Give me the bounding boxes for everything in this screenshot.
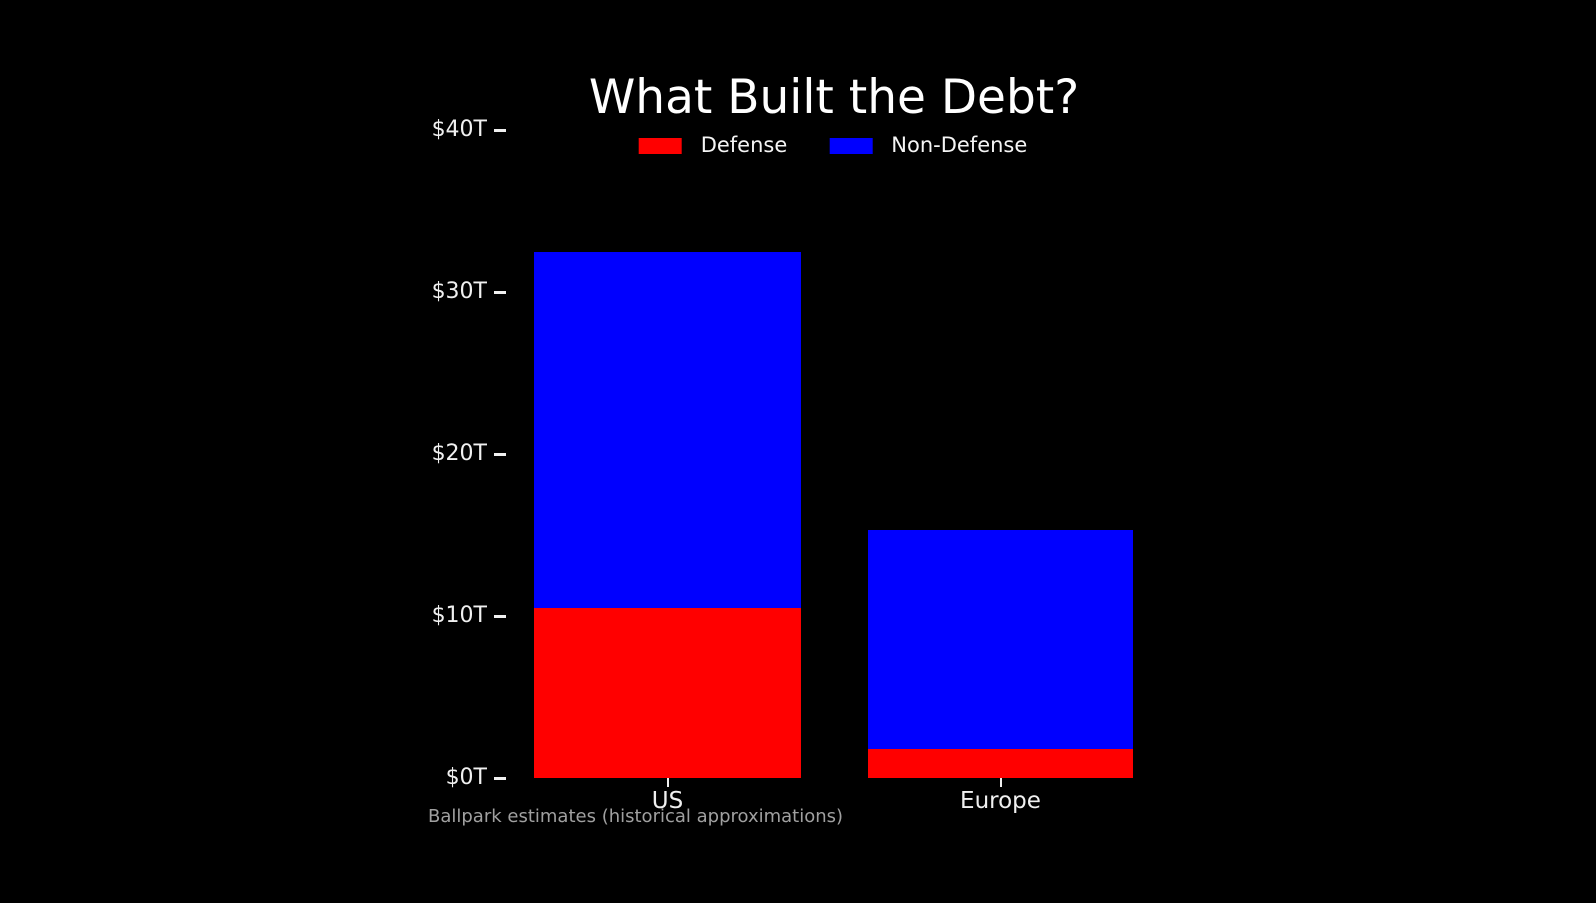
legend-item-defense: Defense [638, 133, 788, 158]
legend-label-defense: Defense [700, 133, 788, 157]
legend-item-non-defense: Non-Defense [829, 133, 1027, 158]
y-tick-mark--20t [494, 453, 506, 456]
y-tick-label--30t: $30T [431, 279, 487, 304]
y-tick-label--0t: $0T [445, 765, 487, 790]
legend-swatch-defense [638, 137, 682, 154]
x-label-us: US [651, 788, 684, 814]
chart-title: What Built the Debt? [588, 70, 1080, 125]
y-tick-label--40t: $40T [431, 117, 487, 142]
y-tick-mark--10t [494, 615, 506, 618]
y-tick-mark--40t [494, 129, 506, 132]
x-tick-mark-europe [1000, 778, 1002, 787]
x-label-europe: Europe [960, 788, 1041, 814]
legend-swatch-non-defense [829, 137, 873, 154]
footnote-annotation: Ballpark estimates (historical approxima… [428, 806, 844, 827]
x-tick-mark-us [667, 778, 669, 787]
y-tick-label--20t: $20T [431, 441, 487, 466]
legend: Defense Non-Defense [638, 133, 1027, 158]
legend-label-non-defense: Non-Defense [891, 133, 1028, 157]
bar-europe-defense-segment [868, 749, 1133, 778]
bar-europe-non-defense-segment [868, 530, 1133, 749]
bar-us-non-defense-segment [534, 252, 801, 608]
y-tick-mark--0t [494, 777, 506, 780]
y-tick-label--10t: $10T [431, 603, 487, 628]
y-tick-mark--30t [494, 291, 506, 294]
bar-us-defense-segment [534, 608, 801, 778]
